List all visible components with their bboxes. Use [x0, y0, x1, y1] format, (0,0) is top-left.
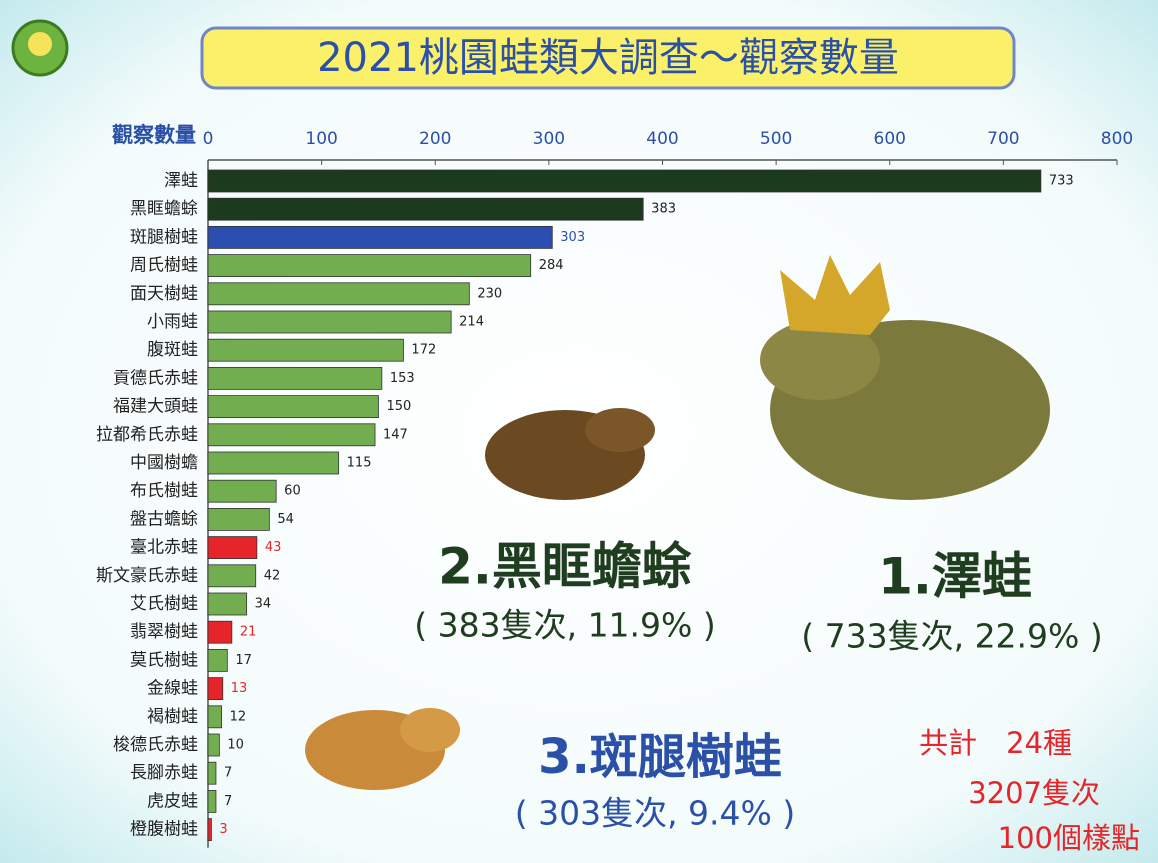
- bar: [208, 565, 256, 587]
- y-tick-label: 面天樹蛙: [130, 284, 198, 304]
- annotation: 3.斑腿樹蛙: [538, 729, 782, 785]
- annotation: ( 733隻次, 22.9% ): [801, 617, 1103, 656]
- value-label: 383: [651, 202, 676, 217]
- bar: [208, 396, 378, 418]
- x-tick-label: 200: [419, 129, 451, 149]
- x-tick-label: 0: [203, 129, 214, 149]
- bar: [208, 819, 211, 841]
- value-label: 43: [265, 540, 282, 555]
- value-label: 214: [459, 315, 484, 330]
- value-label: 284: [539, 258, 564, 273]
- annotation: ( 383隻次, 11.9% ): [414, 606, 716, 645]
- bar: [208, 367, 382, 389]
- value-label: 21: [240, 625, 257, 640]
- bar: [208, 593, 247, 615]
- annotation: 1.澤蛙: [878, 548, 1032, 606]
- total-note: 共計 24種: [919, 726, 1072, 760]
- x-tick-label: 300: [533, 129, 565, 149]
- value-label: 12: [230, 709, 247, 724]
- y-tick-label: 澤蛙: [164, 171, 198, 191]
- y-tick-label: 斯文豪氏赤蛙: [96, 565, 198, 586]
- bar: [208, 508, 269, 530]
- axis-label: 觀察數量: [112, 123, 196, 147]
- y-tick-label: 斑腿樹蛙: [130, 227, 198, 247]
- value-label: 13: [231, 681, 248, 696]
- value-label: 7: [224, 766, 232, 781]
- y-tick-label: 布氏樹蛙: [130, 481, 198, 501]
- x-tick-label: 400: [646, 129, 678, 149]
- y-tick-label: 福建大頭蛙: [113, 397, 198, 417]
- y-tick-label: 腹斑蛙: [147, 340, 198, 360]
- value-label: 303: [560, 230, 585, 245]
- bar: [208, 706, 222, 728]
- logo-face: [28, 32, 52, 56]
- bar: [208, 621, 232, 643]
- x-tick-label: 600: [874, 129, 906, 149]
- value-label: 42: [264, 568, 281, 583]
- value-label: 230: [477, 286, 502, 301]
- y-tick-label: 艾氏樹蛙: [130, 594, 198, 614]
- value-label: 54: [277, 512, 294, 527]
- bar: [208, 424, 375, 446]
- y-tick-label: 拉都希氏赤蛙: [96, 425, 198, 445]
- value-label: 153: [390, 371, 415, 386]
- bar: [208, 170, 1041, 192]
- value-label: 147: [383, 427, 408, 442]
- bar: [208, 226, 552, 248]
- x-tick-label: 800: [1101, 129, 1133, 149]
- total-note: 100個樣點: [998, 821, 1140, 855]
- value-label: 115: [347, 456, 372, 471]
- y-tick-label: 梭德氏赤蛙: [113, 735, 198, 755]
- bar: [208, 198, 643, 220]
- y-tick-label: 金線蛙: [147, 679, 198, 699]
- y-tick-label: 周氏樹蛙: [130, 256, 198, 276]
- x-tick-label: 700: [987, 129, 1019, 149]
- bar: [208, 790, 216, 812]
- value-label: 172: [411, 343, 436, 358]
- value-label: 10: [227, 738, 244, 753]
- y-tick-label: 臺北赤蛙: [130, 538, 198, 558]
- value-label: 733: [1049, 174, 1074, 189]
- bar: [208, 537, 257, 559]
- value-label: 60: [284, 484, 301, 499]
- bar: [208, 649, 227, 671]
- y-tick-label: 褐樹蛙: [147, 707, 198, 727]
- value-label: 17: [235, 653, 252, 668]
- bar: [208, 311, 451, 333]
- value-label: 34: [255, 597, 272, 612]
- bar: [208, 339, 403, 361]
- value-label: 150: [386, 399, 411, 414]
- chart: 2021桃園蛙類大調查～觀察數量 觀察數量 2.黑眶蟾蜍 ( 383隻次, 11…: [0, 0, 1158, 863]
- chart-title: 2021桃園蛙類大調查～觀察數量: [317, 35, 899, 81]
- annotation: 2.黑眶蟾蜍: [438, 538, 692, 596]
- y-tick-label: 黑眶蟾蜍: [130, 199, 198, 219]
- bar: [208, 762, 216, 784]
- bar: [208, 283, 469, 305]
- y-tick-label: 盤古蟾蜍: [130, 509, 198, 529]
- y-tick-label: 中國樹蟾: [130, 453, 198, 473]
- bar: [208, 480, 276, 502]
- y-tick-label: 橙腹樹蛙: [130, 820, 198, 840]
- bar: [208, 255, 531, 277]
- x-tick-label: 100: [305, 129, 337, 149]
- y-tick-label: 長腳赤蛙: [130, 763, 198, 783]
- y-tick-label: 翡翠樹蛙: [130, 622, 198, 642]
- x-tick-label: 500: [760, 129, 792, 149]
- annotation: ( 303隻次, 9.4% ): [515, 794, 796, 833]
- bar: [208, 452, 339, 474]
- value-label: 7: [224, 794, 232, 809]
- total-note: 3207隻次: [968, 776, 1100, 810]
- y-tick-label: 莫氏樹蛙: [130, 650, 198, 670]
- bar: [208, 678, 223, 700]
- y-tick-label: 小雨蛙: [147, 312, 198, 332]
- bar: [208, 734, 219, 756]
- y-tick-label: 虎皮蛙: [147, 791, 198, 811]
- y-tick-label: 貢德氏赤蛙: [113, 368, 198, 388]
- value-label: 3: [219, 822, 227, 837]
